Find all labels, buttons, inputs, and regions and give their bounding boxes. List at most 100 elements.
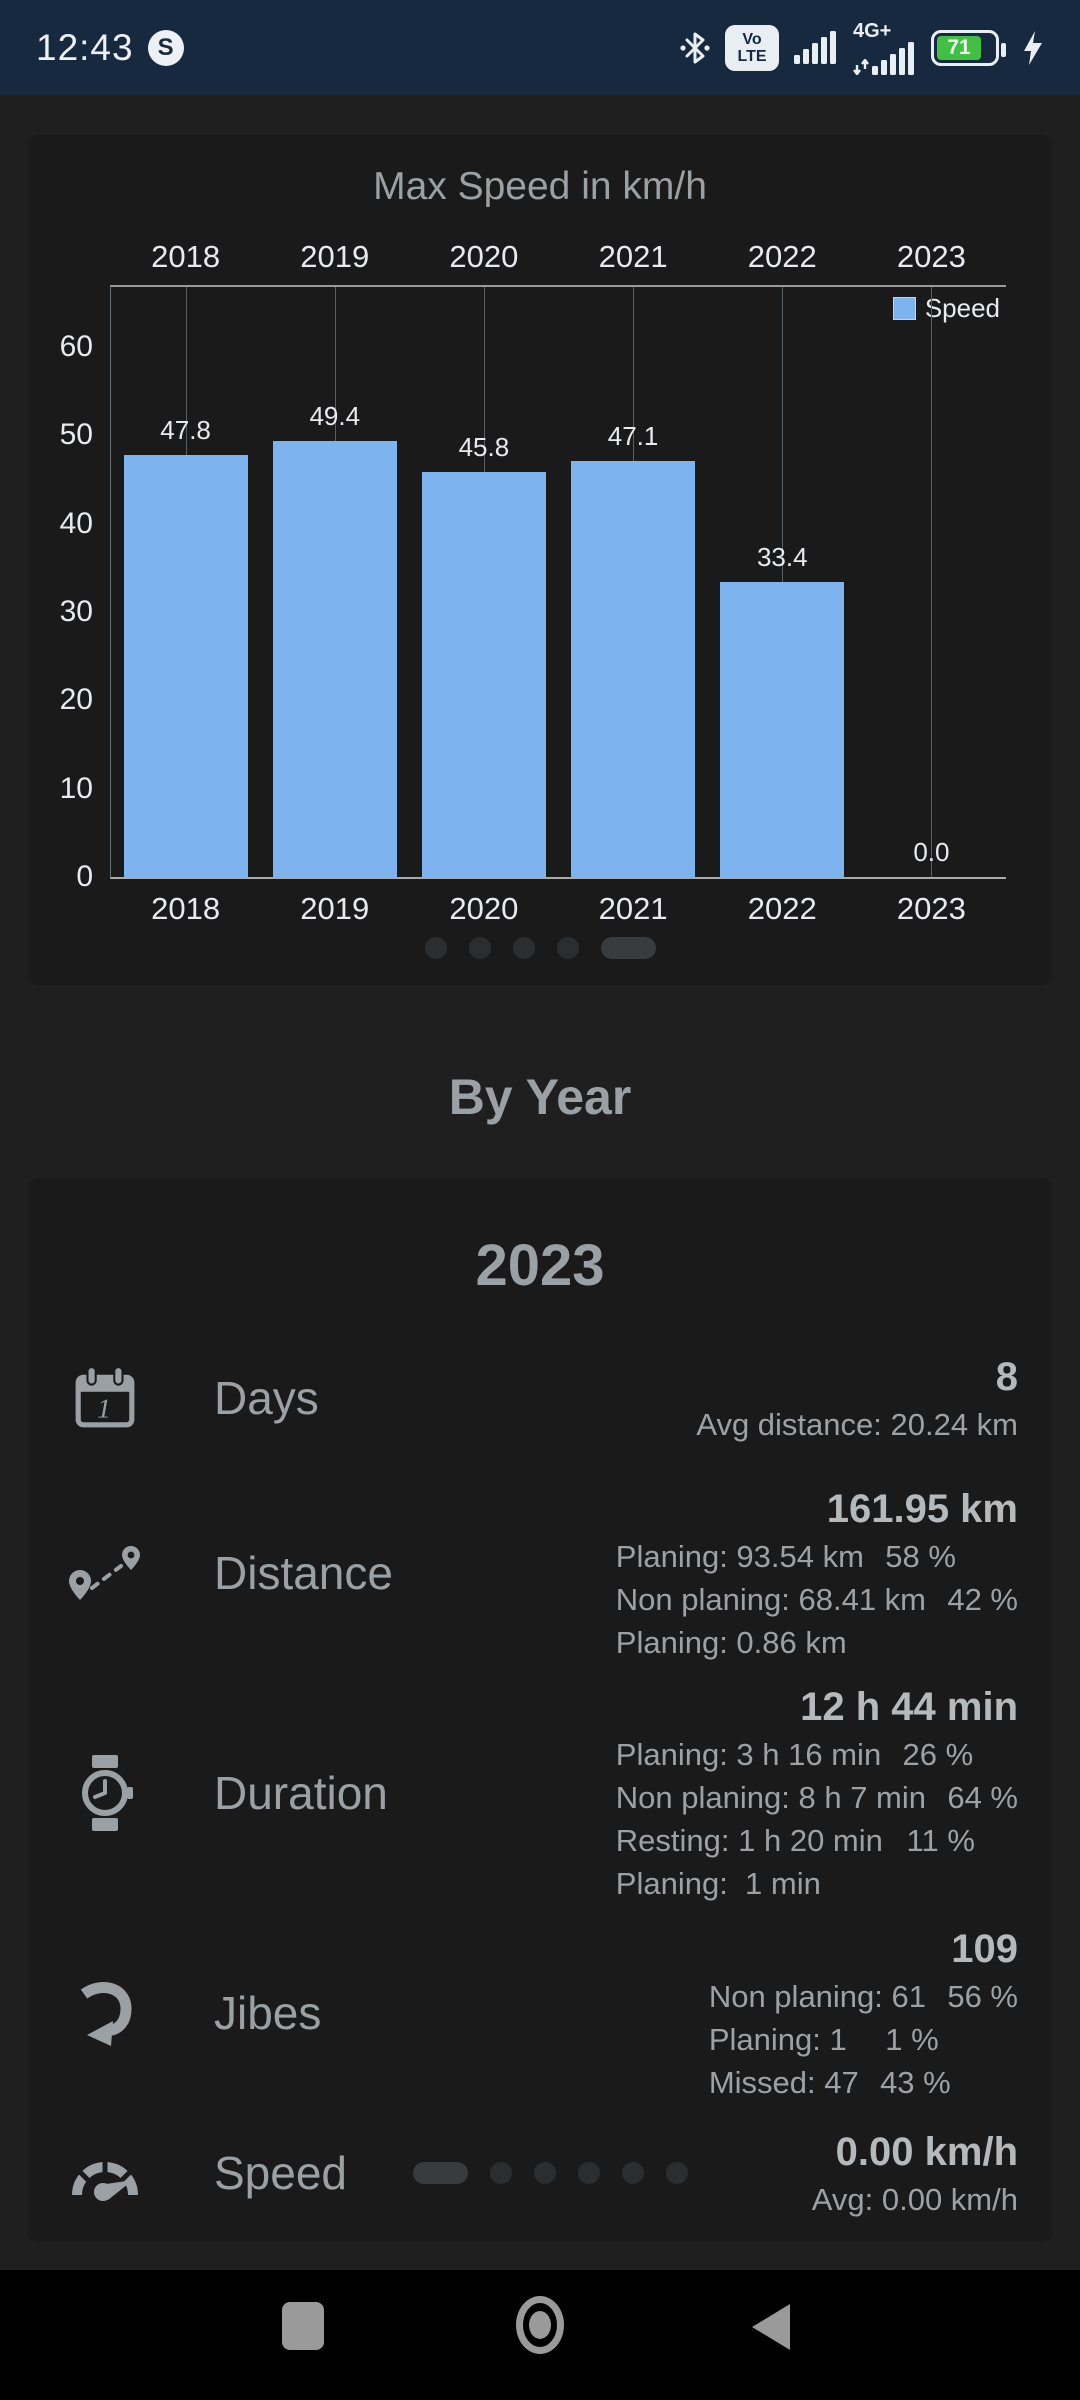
year-page-indicator[interactable] (413, 2162, 689, 2184)
stat-label: Duration (214, 1767, 388, 1819)
bar-value-label: 47.1 (607, 421, 659, 451)
x-axis-top-label: 2022 (747, 239, 817, 274)
x-axis-bottom-label: 2022 (747, 891, 817, 926)
x-axis-bottom-label: 2021 (598, 891, 668, 926)
status-bar: 12:43 S Vo LTE (0, 0, 1080, 95)
stat-row-duration: Duration 12 h 44 min Planing: 3 h 16 min… (28, 1673, 1052, 1913)
calendar-icon: 1 (62, 1365, 148, 1431)
x-axis-bottom-label: 2023 (896, 891, 966, 926)
x-axis-top-label: 2021 (598, 239, 668, 274)
stat-value: 161.95 km (826, 1486, 1018, 1531)
svg-text:1: 1 (97, 1394, 111, 1425)
y-axis-tick-label: 30 (59, 595, 93, 629)
y-axis-tick-label: 50 (59, 418, 93, 452)
pager-dot[interactable] (556, 937, 579, 959)
max-speed-chart-card[interactable]: Max Speed in km/h Speed 0 10 20 30 40 50 60 47.… (28, 135, 1052, 985)
chart-bar (720, 582, 845, 877)
chart-legend: Speed (892, 293, 1000, 324)
chart-page-indicator[interactable] (424, 937, 656, 959)
stat-label: Distance (214, 1547, 393, 1599)
stat-subline: Avg: 0.00 km/h (811, 2181, 1018, 2217)
chart-bar (421, 472, 546, 877)
chart-plot[interactable]: Speed 0 10 20 30 40 50 60 47.8 2018 2018 49.4 2019 2… (60, 239, 1006, 926)
stat-subline: Avg distance: 20.24 km (696, 1406, 1018, 1442)
speedometer-icon (62, 2144, 148, 2202)
stat-subline: Planing: 93.54 km 58 % (615, 1538, 956, 1574)
pager-dot[interactable] (490, 2162, 513, 2184)
pager-dot[interactable] (666, 2162, 689, 2184)
skype-notification-icon: S (147, 29, 184, 66)
stat-subline: Non planing: 8 h 7 min 64 % (615, 1780, 1018, 1815)
network-type-label: 4G+ (853, 19, 892, 42)
year-title: 2023 (475, 1233, 605, 1298)
charging-bolt-icon (1022, 30, 1044, 65)
chart-bar (272, 441, 397, 877)
back-button[interactable] (752, 2304, 790, 2350)
bar-value-label: 0.0 (913, 837, 950, 867)
watch-icon (62, 1753, 148, 1833)
bar-value-label: 45.8 (458, 432, 510, 462)
recents-button[interactable] (282, 2302, 324, 2350)
stat-value: 8 (995, 1354, 1018, 1399)
pager-dot[interactable] (512, 937, 535, 959)
y-axis-tick-label: 20 (59, 683, 93, 717)
bluetooth-icon (680, 30, 710, 66)
chart-bar (123, 455, 248, 877)
pager-dot[interactable] (424, 937, 447, 959)
bar-value-label: 33.4 (756, 542, 808, 572)
data-activity-arrows-icon (853, 58, 869, 75)
stat-subline: Planing: 3 h 16 min 26 % (615, 1737, 974, 1772)
stat-sublines: Planing: 3 h 16 min 26 % Non planing: 8 h … (616, 1733, 1018, 1905)
stat-subline: Planing: 0.86 km (615, 1624, 847, 1660)
stat-sublines: Planing: 93.54 km 58 % Non planing: 68.41 … (616, 1535, 1018, 1664)
stat-rows: 1 Days 8 Avg distance: 20.24 km (28, 1323, 1052, 2233)
home-button[interactable] (516, 2296, 564, 2354)
stat-subline: Planing: 1 min (615, 1866, 821, 1901)
x-axis-bottom-label: 2019 (300, 891, 370, 926)
chart-pager (28, 937, 1052, 959)
pager-dot[interactable] (622, 2162, 645, 2184)
pager-active-pill[interactable] (413, 2162, 469, 2184)
year-stats-card[interactable]: 2023 1 Days 8 Avg distance: 20.24 km (28, 1178, 1052, 2242)
pager-dot[interactable] (468, 937, 491, 959)
status-bar-left: 12:43 S (36, 27, 184, 69)
x-axis-top-label: 2020 (449, 239, 519, 274)
stat-label: Jibes (214, 1987, 322, 2039)
clock: 12:43 (36, 26, 134, 68)
stat-row-speed: Speed 0.00 km/h Avg: 0.00 km/h (28, 2113, 1052, 2233)
android-nav-bar (0, 2270, 1080, 2400)
jibe-arrow-icon (62, 1979, 148, 2047)
stat-sublines: Avg: 0.00 km/h (812, 2178, 1018, 2221)
x-axis-top-label: 2018 (151, 239, 221, 274)
x-axis-bottom-label: 2018 (151, 891, 221, 926)
stat-row-distance: Distance 161.95 km Planing: 93.54 km 58 %… (28, 1473, 1052, 1673)
battery-icon: 71 (931, 29, 1006, 66)
pager-dot[interactable] (534, 2162, 557, 2184)
x-axis-bottom-label: 2020 (449, 891, 519, 926)
stat-value: 109 (951, 1926, 1018, 1971)
bar-value-label: 49.4 (309, 401, 361, 431)
stat-value: 0.00 km/h (835, 2129, 1018, 2174)
y-axis-tick-label: 40 (59, 506, 93, 540)
chart-title: Max Speed in km/h (373, 165, 707, 208)
volte-badge-icon: Vo LTE (725, 24, 779, 71)
stat-label: Speed (214, 2147, 348, 2199)
y-axis-tick-label: 60 (59, 330, 93, 364)
y-axis-tick-label: 10 (59, 771, 93, 805)
bar-value-label: 47.8 (160, 415, 211, 445)
mobile-network-icon: 4G+ (853, 21, 916, 75)
battery-level: 71 (937, 35, 981, 60)
stat-value: 12 h 44 min (800, 1685, 1018, 1729)
signal-bars-icon (794, 31, 838, 64)
stat-subline: Missed: 47 43 % (708, 2064, 951, 2100)
stat-subline: Non planing: 68.41 km 42 % (615, 1581, 1018, 1617)
legend-label: Speed (924, 293, 1000, 323)
x-axis-top-label: 2019 (300, 239, 370, 274)
pager-dot[interactable] (578, 2162, 601, 2184)
pager-active-pill[interactable] (600, 937, 656, 959)
y-axis-tick-label: 0 (76, 860, 93, 893)
